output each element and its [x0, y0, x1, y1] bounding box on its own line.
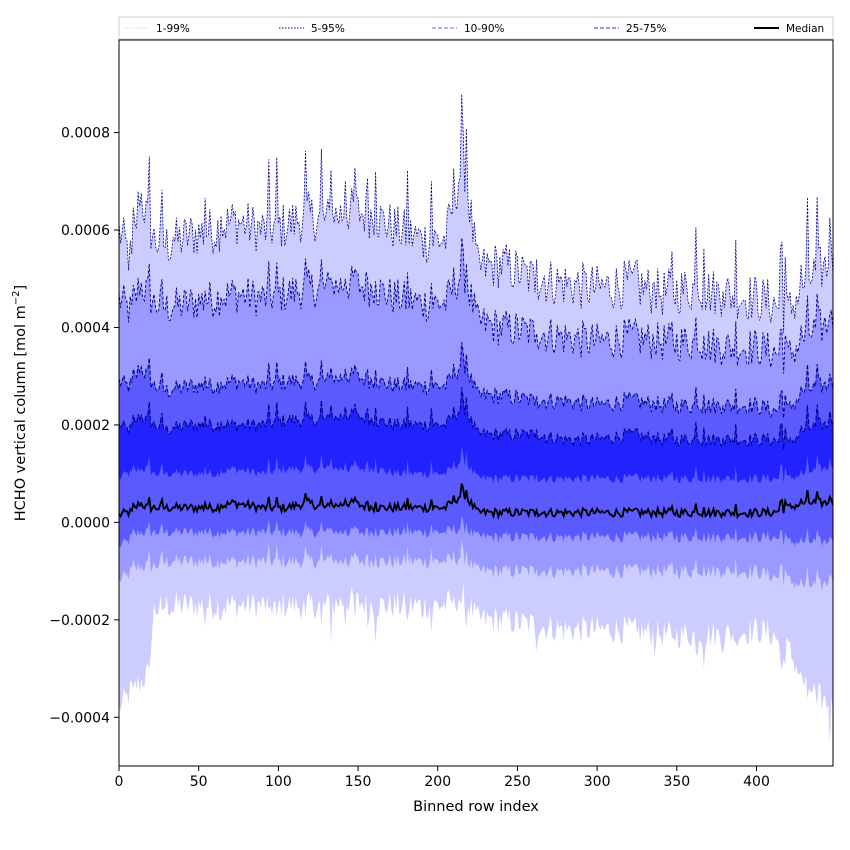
y-tick-label: 0.0006 — [61, 223, 110, 239]
series-line-median — [119, 483, 833, 521]
plot-frame — [118, 39, 834, 767]
series-line-99 — [119, 94, 833, 333]
y-axis: −0.0004 −0.0002 0.0000 0.0002 0.0004 0.0006 0.… — [49, 126, 119, 726]
x-tick-label: 250 — [504, 774, 531, 790]
legend-label: 1-99% — [156, 23, 190, 35]
y-tick-label: −0.0004 — [49, 710, 110, 726]
legend-label: 5-95% — [311, 23, 345, 35]
y-tick-label: −0.0002 — [49, 613, 110, 629]
y-tick-label: 0.0004 — [61, 320, 110, 336]
legend-label: Median — [786, 23, 824, 35]
y-tick-label: 0.0002 — [61, 418, 110, 434]
bands-layer — [119, 94, 833, 744]
x-tick-label: 200 — [424, 774, 451, 790]
x-tick-label: 150 — [345, 774, 372, 790]
x-tick-label: 100 — [265, 774, 292, 790]
band-25-75 — [119, 387, 833, 484]
series-line-90 — [119, 342, 833, 419]
y-axis-title-sup: −2 — [11, 290, 22, 305]
series-line-75 — [119, 387, 833, 450]
x-tick-label: 300 — [584, 774, 611, 790]
x-tick-label: 400 — [743, 774, 770, 790]
x-axis: 0 50 100 150 200 250 300 350 400 — [115, 766, 770, 790]
x-tick-label: 350 — [663, 774, 690, 790]
series-line-95 — [119, 237, 833, 374]
x-axis-title: Binned row index — [413, 799, 539, 815]
x-tick-label: 50 — [190, 774, 208, 790]
legend-box — [118, 16, 834, 40]
legend-label: 10-90% — [464, 23, 505, 35]
y-tick-label: 0.0008 — [61, 126, 110, 142]
y-axis-title-main: HCHO vertical column [mol m — [13, 305, 29, 521]
y-tick-label: 0.0000 — [61, 515, 110, 531]
legend: 1-99% 5-95% 10-90% 25-75% Median — [118, 16, 834, 40]
legend-label: 25-75% — [626, 23, 667, 35]
x-tick-label: 0 — [115, 774, 124, 790]
y-axis-title: HCHO vertical column [mol m−2] — [11, 285, 29, 521]
y-axis-title-end: ] — [13, 285, 29, 291]
lines-layer — [119, 94, 833, 521]
